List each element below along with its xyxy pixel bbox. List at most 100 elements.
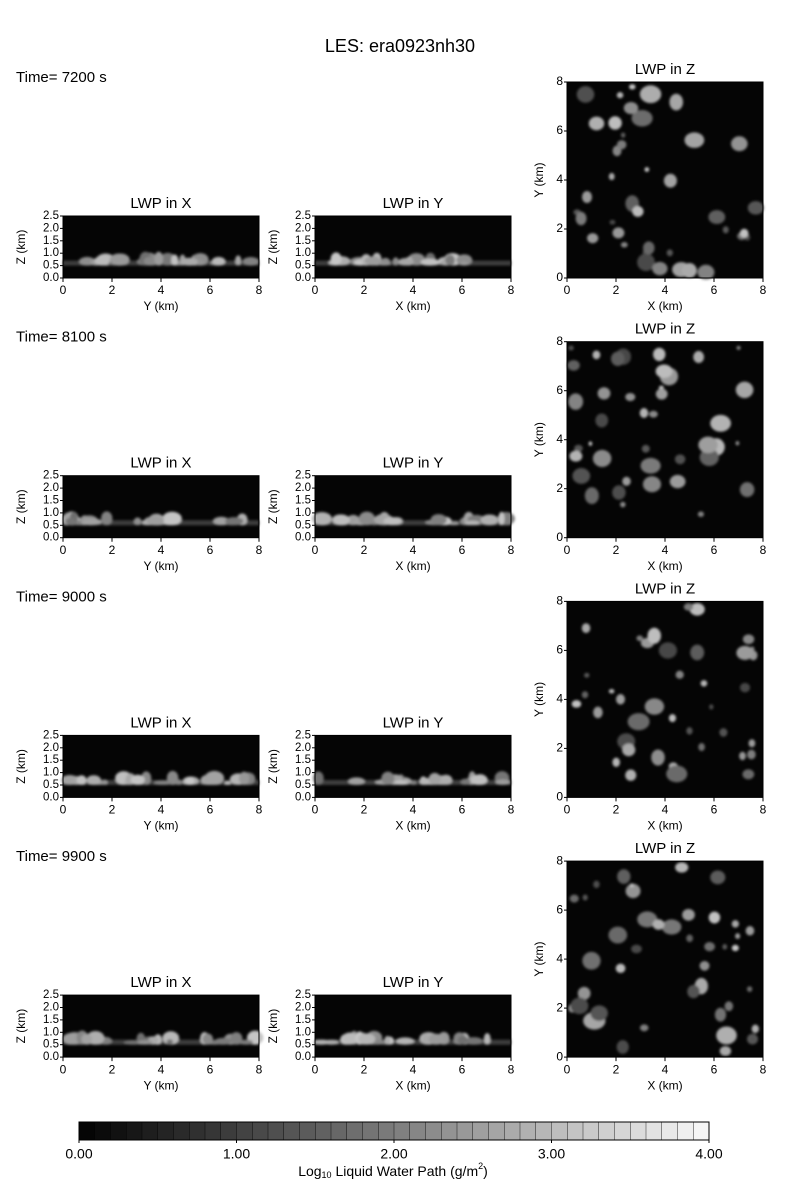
cloud — [746, 1033, 759, 1045]
y-tick-label: 8 — [556, 594, 563, 608]
colorbar-cell — [126, 1121, 143, 1141]
y-tick-label: 0.0 — [295, 791, 311, 803]
cloud — [736, 345, 741, 350]
label-part: Liquid Water Path (g/m — [332, 1163, 479, 1179]
x-axis-label: Y (km) — [143, 299, 178, 313]
cloud — [608, 926, 628, 944]
cloud — [242, 256, 260, 266]
x-tick-label: 0 — [564, 803, 571, 817]
colorbar-cell — [299, 1121, 316, 1141]
cloud — [698, 436, 718, 454]
y-tick-label: 8 — [556, 853, 563, 867]
colorbar-cell — [504, 1121, 521, 1141]
colorbar-cell — [535, 1121, 552, 1141]
cloud — [572, 467, 591, 484]
colorbar-cell — [393, 1121, 411, 1141]
y-tick-label: 6 — [556, 383, 563, 397]
y-tick-label: 2.0 — [295, 1002, 311, 1014]
cloud — [204, 770, 225, 786]
cloud — [364, 256, 381, 266]
cloud — [739, 751, 746, 761]
cloud — [622, 476, 631, 486]
colorbar-cell — [283, 1121, 300, 1141]
cloud-field — [567, 345, 755, 517]
cloud — [235, 255, 242, 266]
y-tick-label: 2.0 — [295, 222, 311, 234]
colorbar-tick-label: 2.00 — [380, 1146, 407, 1162]
cloud — [631, 109, 653, 127]
cloud — [577, 986, 591, 1000]
cloud — [612, 757, 621, 767]
cloud — [637, 253, 655, 272]
cloud — [358, 511, 375, 526]
x-tick-label: 6 — [459, 1062, 466, 1076]
cloud — [704, 941, 715, 952]
cloud — [175, 779, 183, 786]
cloud — [568, 345, 574, 351]
x-tick-label: 6 — [711, 543, 718, 557]
x-tick-label: 4 — [410, 1062, 417, 1076]
cloud — [644, 698, 665, 715]
cloud — [568, 393, 584, 410]
y-tick-label: 4 — [556, 172, 563, 186]
cloud — [576, 86, 595, 103]
y-tick-label: 2.5 — [295, 729, 311, 741]
x-tick-label: 4 — [410, 283, 417, 297]
colorbar-cell — [425, 1121, 442, 1141]
y-tick-label: 1.5 — [295, 235, 311, 247]
cloud — [394, 780, 408, 786]
cloud — [133, 517, 142, 526]
cloud — [747, 749, 756, 760]
cloud — [609, 219, 616, 225]
colorbar-cell — [472, 1121, 489, 1141]
x-tick-label: 6 — [459, 283, 466, 297]
time-label: Time= 9000 s — [16, 588, 107, 605]
cloud — [644, 167, 650, 172]
cloud — [742, 769, 755, 780]
cloud — [597, 387, 611, 400]
cloud — [724, 1001, 734, 1012]
time-label: Time= 8100 s — [16, 329, 107, 346]
x-tick-label: 8 — [508, 1062, 515, 1076]
x-axis-label: X (km) — [647, 299, 682, 313]
colorbar-cell — [378, 1121, 395, 1141]
cloud — [669, 93, 684, 111]
y-tick-label: 0.5 — [43, 1039, 59, 1051]
cloud — [746, 986, 753, 992]
panel-title: LWP in Z — [635, 61, 695, 78]
y-tick-label: 0 — [556, 790, 563, 804]
cloud — [629, 883, 634, 888]
cloud — [736, 645, 754, 660]
x-axis-label: X (km) — [647, 559, 682, 573]
cloud — [610, 351, 625, 366]
cloud — [683, 603, 694, 611]
panel-title: LWP in Z — [635, 321, 695, 338]
y-tick-label: 1.5 — [43, 1014, 59, 1026]
figure-title: LES: era0923nh30 — [325, 36, 475, 56]
cloud — [637, 911, 658, 928]
y-tick-label: 0 — [556, 530, 563, 544]
x-tick-label: 6 — [711, 1062, 718, 1076]
cloud-field — [63, 251, 260, 266]
colorbar-cell — [488, 1121, 505, 1141]
cloud — [383, 517, 402, 526]
panel-background — [315, 475, 511, 538]
colorbar-tick-label: 3.00 — [538, 1146, 565, 1162]
y-tick-label: 6 — [556, 643, 563, 657]
x-tick-label: 6 — [711, 803, 718, 817]
x-tick-label: 8 — [256, 1062, 263, 1076]
colorbar-cell — [630, 1121, 647, 1141]
cloud — [719, 1046, 732, 1057]
cloud-field — [313, 771, 511, 786]
cloud — [615, 963, 626, 974]
cloud — [230, 1032, 243, 1045]
cloud — [595, 413, 609, 428]
cloud — [65, 517, 77, 526]
cloud — [716, 1026, 737, 1045]
panel-title: LWP in Y — [383, 195, 444, 212]
cloud — [620, 132, 626, 138]
y-tick-label: 1.5 — [295, 1014, 311, 1026]
cloud — [722, 226, 729, 234]
y-tick-label: 1.0 — [295, 1026, 311, 1038]
